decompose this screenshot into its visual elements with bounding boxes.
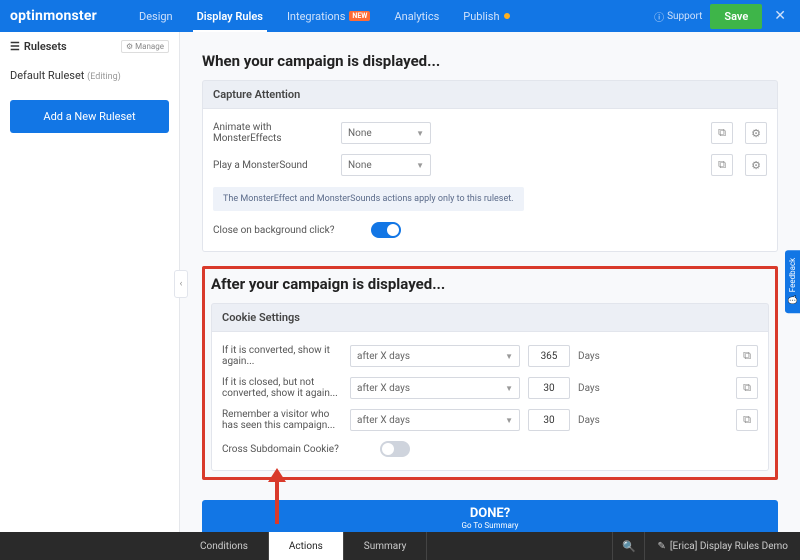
days-label: Days: [578, 383, 600, 394]
info-note: The MonsterEffect and MonsterSounds acti…: [213, 187, 524, 211]
sound-label: Play a MonsterSound: [213, 160, 333, 171]
copy-icon[interactable]: ⧉: [736, 377, 758, 399]
chevron-down-icon: ▼: [416, 161, 424, 170]
support-link[interactable]: ⓘSupport: [654, 9, 702, 24]
bottom-tab-actions[interactable]: Actions: [269, 532, 344, 560]
new-badge: NEW: [349, 11, 370, 21]
remember-days-input[interactable]: 30: [528, 409, 570, 431]
tab-analytics[interactable]: Analytics: [382, 0, 451, 32]
capture-attention-header: Capture Attention: [202, 80, 778, 109]
chevron-down-icon: ▼: [505, 352, 513, 361]
done-button[interactable]: DONE? Go To Summary: [202, 500, 778, 532]
converted-select[interactable]: after X days▼: [350, 345, 520, 367]
bottom-tab-summary[interactable]: Summary: [344, 532, 428, 560]
tab-publish[interactable]: Publish: [451, 0, 521, 32]
search-icon[interactable]: 🔍: [612, 532, 644, 560]
days-label: Days: [578, 351, 600, 362]
highlight-box: After your campaign is displayed... Cook…: [202, 266, 778, 480]
close-icon[interactable]: ✕: [770, 8, 790, 24]
chat-icon: 💬: [788, 295, 797, 305]
chevron-down-icon: ▼: [505, 384, 513, 393]
animate-label: Animate with MonsterEffects: [213, 122, 333, 144]
pencil-icon: ✎: [657, 541, 665, 552]
converted-label: If it is converted, show it again...: [222, 345, 342, 367]
cross-subdomain-toggle[interactable]: [380, 441, 410, 457]
tab-design[interactable]: Design: [127, 0, 185, 32]
ruleset-item[interactable]: Default Ruleset (Editing): [10, 63, 169, 88]
animate-select[interactable]: None▼: [341, 122, 431, 144]
days-label: Days: [578, 415, 600, 426]
closed-label: If it is closed, but not converted, show…: [222, 377, 342, 399]
sidebar-title: Rulesets: [24, 40, 67, 53]
cookie-settings-header: Cookie Settings: [211, 303, 769, 332]
close-bg-toggle[interactable]: [371, 222, 401, 238]
remember-label: Remember a visitor who has seen this cam…: [222, 409, 342, 431]
collapse-handle[interactable]: ‹: [174, 270, 188, 298]
converted-days-input[interactable]: 365: [528, 345, 570, 367]
remember-select[interactable]: after X days▼: [350, 409, 520, 431]
brand-logo: optinmonster: [10, 8, 97, 24]
chevron-down-icon: ▼: [505, 416, 513, 425]
copy-icon[interactable]: ⧉: [711, 154, 733, 176]
close-bg-label: Close on background click?: [213, 225, 363, 236]
rulesets-icon: ☰: [10, 40, 20, 53]
section1-title: When your campaign is displayed...: [202, 52, 778, 70]
copy-icon[interactable]: ⧉: [736, 345, 758, 367]
bottom-tab-conditions[interactable]: Conditions: [180, 532, 269, 560]
campaign-name[interactable]: ✎[Erica] Display Rules Demo: [644, 532, 800, 560]
gear-icon: ⚙: [126, 42, 133, 51]
feedback-tab[interactable]: 💬Feedback: [785, 250, 800, 313]
copy-icon[interactable]: ⧉: [711, 122, 733, 144]
sound-select[interactable]: None▼: [341, 154, 431, 176]
add-ruleset-button[interactable]: Add a New Ruleset: [10, 100, 169, 133]
publish-dot-icon: [504, 13, 510, 19]
gear-icon[interactable]: ⚙: [745, 122, 767, 144]
closed-select[interactable]: after X days▼: [350, 377, 520, 399]
tab-display-rules[interactable]: Display Rules: [185, 0, 275, 32]
closed-days-input[interactable]: 30: [528, 377, 570, 399]
gear-icon[interactable]: ⚙: [745, 154, 767, 176]
save-button[interactable]: Save: [710, 4, 762, 29]
chevron-down-icon: ▼: [416, 129, 424, 138]
copy-icon[interactable]: ⧉: [736, 409, 758, 431]
tab-integrations[interactable]: IntegrationsNEW: [275, 0, 383, 32]
help-icon: ⓘ: [654, 9, 664, 24]
manage-button[interactable]: ⚙Manage: [121, 40, 169, 53]
sidebar: ☰ Rulesets ⚙Manage Default Ruleset (Editi…: [0, 32, 180, 532]
cross-subdomain-label: Cross Subdomain Cookie?: [222, 444, 372, 455]
section2-title: After your campaign is displayed...: [211, 275, 769, 293]
